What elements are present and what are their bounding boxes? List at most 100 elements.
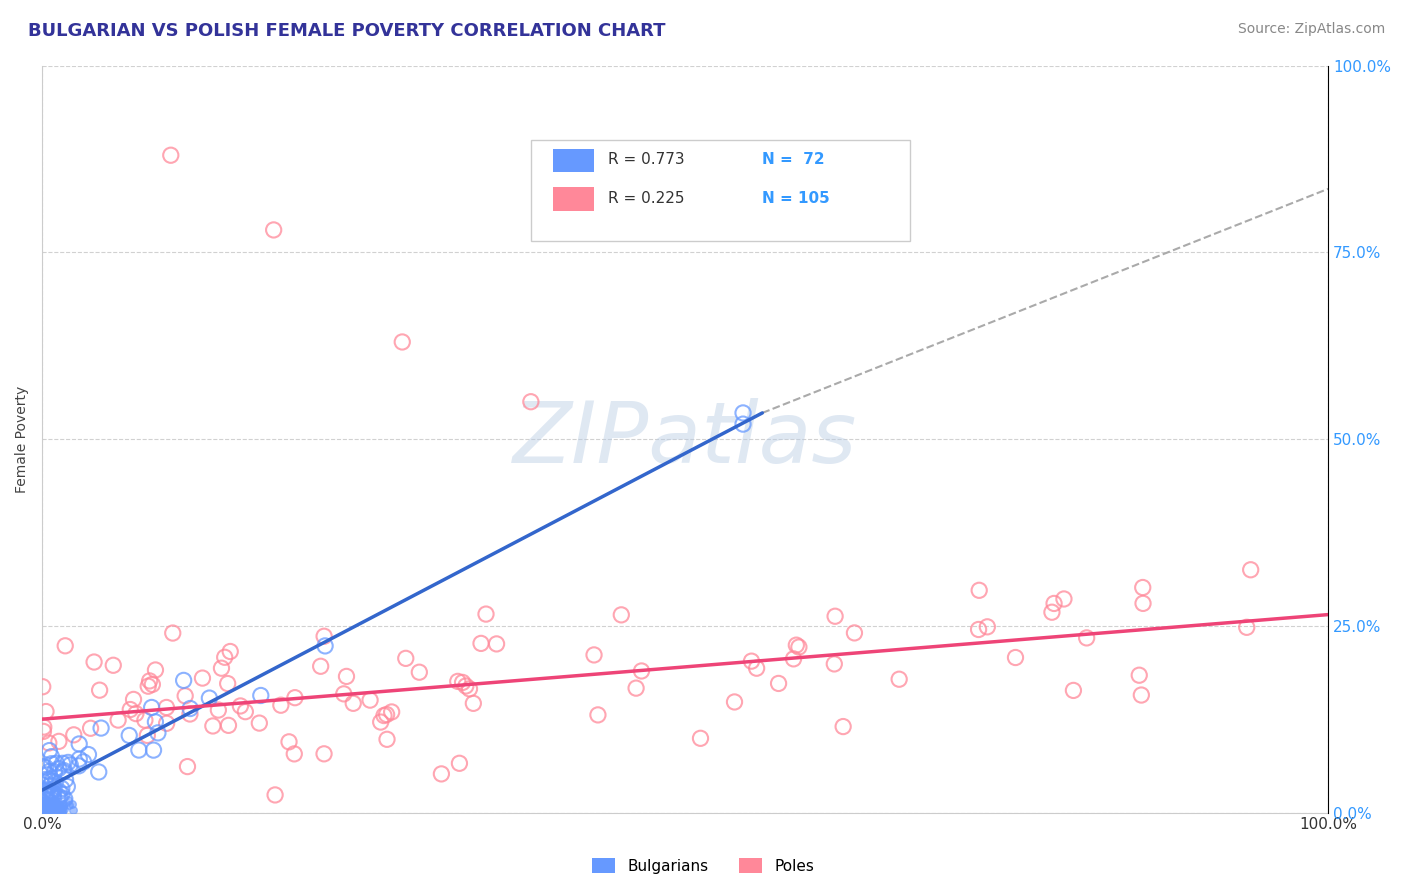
Point [35, 805, 58, 819]
Point [201, 719, 224, 733]
Point [141, 677, 163, 691]
Point [176, 759, 198, 773]
Point [449, 756, 471, 771]
Point [1130, 688, 1153, 702]
Point [41, 749, 63, 764]
Point [582, 648, 605, 662]
Point [38, 736, 60, 750]
Point [32, 804, 55, 818]
Point [32, 805, 55, 819]
Point [32, 805, 55, 820]
Point [38, 801, 60, 815]
Point [45, 805, 67, 819]
Point [44, 764, 66, 779]
Point [976, 620, 998, 634]
Point [39, 778, 62, 792]
Point [31, 801, 53, 815]
Point [42, 791, 65, 805]
Point [31, 794, 53, 808]
Point [52, 764, 75, 778]
Point [31, 804, 53, 818]
Point [270, 698, 292, 713]
Point [463, 697, 485, 711]
Point [34, 804, 56, 818]
Point [52, 797, 75, 811]
Point [39, 801, 62, 815]
Y-axis label: Female Poverty: Female Poverty [15, 385, 30, 492]
Point [52, 798, 75, 813]
Text: Source: ZipAtlas.com: Source: ZipAtlas.com [1237, 22, 1385, 37]
Point [35, 801, 58, 815]
Point [312, 747, 335, 761]
Point [249, 689, 271, 703]
Point [34, 805, 56, 819]
Point [31, 805, 53, 820]
Point [824, 609, 846, 624]
Point [35, 805, 58, 819]
Point [51, 805, 73, 819]
Point [34, 797, 56, 811]
Point [55, 772, 77, 787]
Point [34, 784, 56, 798]
Point [107, 713, 129, 727]
Point [832, 720, 855, 734]
Point [745, 661, 768, 675]
Point [264, 788, 287, 802]
Point [32, 803, 55, 817]
Point [1004, 650, 1026, 665]
Point [42, 781, 65, 796]
Point [630, 664, 652, 678]
Point [51, 805, 73, 819]
Point [1132, 581, 1154, 595]
Point [37, 803, 59, 817]
Point [211, 661, 233, 675]
Point [31, 680, 53, 694]
Point [32, 759, 55, 773]
Point [58, 798, 80, 813]
Point [39, 801, 62, 815]
Point [34, 803, 56, 817]
Point [37, 793, 59, 807]
Point [42, 787, 65, 801]
Point [51, 781, 73, 796]
Point [342, 696, 364, 710]
Point [39, 783, 62, 797]
Point [32, 798, 55, 813]
Point [35, 797, 58, 812]
Point [62, 803, 84, 817]
Point [32, 803, 55, 817]
Point [1062, 683, 1084, 698]
Point [41, 774, 63, 789]
Point [41, 785, 63, 799]
Point [32, 803, 55, 817]
Point [447, 674, 470, 689]
Point [37, 804, 59, 818]
Point [138, 673, 160, 688]
Point [214, 650, 236, 665]
Point [32, 803, 55, 817]
Text: N = 105: N = 105 [762, 191, 830, 206]
Point [146, 726, 169, 740]
Point [46, 804, 69, 818]
Point [38, 743, 60, 757]
Point [768, 676, 790, 690]
Point [263, 223, 285, 237]
Point [52, 802, 75, 816]
Point [136, 679, 159, 693]
Point [283, 747, 305, 761]
Point [37, 800, 59, 814]
Point [141, 700, 163, 714]
Point [49, 805, 72, 819]
Point [179, 706, 201, 721]
Point [34, 801, 56, 815]
Point [37, 805, 59, 819]
Point [46, 805, 69, 820]
Point [1043, 597, 1066, 611]
Point [34, 790, 56, 805]
Point [247, 716, 270, 731]
Point [39, 789, 62, 803]
Point [451, 675, 474, 690]
Point [34, 798, 56, 813]
Point [34, 772, 56, 787]
Point [173, 673, 195, 688]
